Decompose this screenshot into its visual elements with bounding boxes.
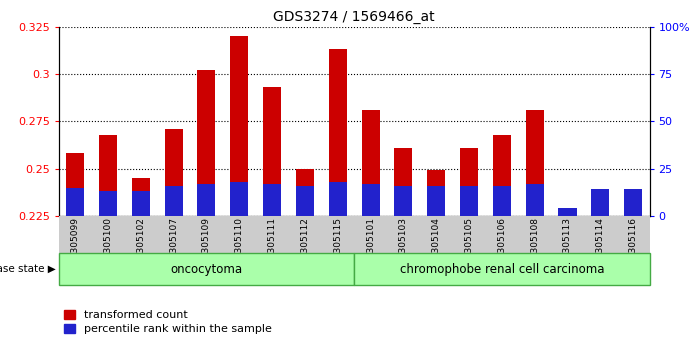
Bar bbox=[485, 216, 518, 253]
Bar bbox=[59, 253, 354, 285]
Text: GSM305102: GSM305102 bbox=[136, 217, 145, 272]
Bar bbox=[223, 216, 256, 253]
Bar bbox=[460, 148, 478, 216]
Bar bbox=[164, 185, 182, 216]
Bar bbox=[157, 216, 190, 253]
Bar bbox=[427, 185, 445, 216]
Bar bbox=[591, 189, 609, 216]
Bar bbox=[230, 182, 248, 216]
Bar bbox=[591, 191, 609, 216]
Text: GSM305100: GSM305100 bbox=[104, 217, 113, 272]
Text: GSM305107: GSM305107 bbox=[169, 217, 178, 272]
Bar bbox=[99, 191, 117, 216]
Bar bbox=[289, 216, 321, 253]
Bar bbox=[518, 216, 551, 253]
Bar bbox=[395, 148, 413, 216]
Bar bbox=[558, 210, 576, 216]
Text: GSM305114: GSM305114 bbox=[596, 217, 605, 272]
Bar bbox=[395, 185, 413, 216]
Bar bbox=[296, 169, 314, 216]
Text: GSM305104: GSM305104 bbox=[432, 217, 441, 272]
Bar bbox=[453, 216, 485, 253]
Text: GSM305105: GSM305105 bbox=[464, 217, 473, 272]
Bar bbox=[419, 216, 453, 253]
Bar bbox=[624, 193, 642, 216]
Bar bbox=[526, 184, 544, 216]
Bar bbox=[329, 182, 347, 216]
Bar bbox=[354, 216, 387, 253]
Bar bbox=[493, 135, 511, 216]
Bar bbox=[66, 153, 84, 216]
Bar bbox=[256, 216, 289, 253]
Text: GSM305113: GSM305113 bbox=[563, 217, 572, 272]
Text: GSM305109: GSM305109 bbox=[202, 217, 211, 272]
Bar bbox=[551, 216, 584, 253]
Text: GSM305110: GSM305110 bbox=[235, 217, 244, 272]
Text: GSM305112: GSM305112 bbox=[301, 217, 310, 272]
Bar bbox=[66, 188, 84, 216]
Bar bbox=[558, 209, 576, 216]
Text: GSM305116: GSM305116 bbox=[629, 217, 638, 272]
Legend: transformed count, percentile rank within the sample: transformed count, percentile rank withi… bbox=[64, 310, 272, 334]
Text: GSM305101: GSM305101 bbox=[366, 217, 375, 272]
Bar bbox=[361, 184, 379, 216]
Bar bbox=[526, 110, 544, 216]
Bar bbox=[387, 216, 419, 253]
Bar bbox=[124, 216, 158, 253]
Bar bbox=[493, 185, 511, 216]
Bar bbox=[624, 189, 642, 216]
Text: GSM305099: GSM305099 bbox=[70, 217, 79, 272]
Bar bbox=[190, 216, 223, 253]
Bar bbox=[132, 178, 150, 216]
Text: disease state ▶: disease state ▶ bbox=[0, 264, 55, 274]
Bar bbox=[132, 191, 150, 216]
Bar bbox=[263, 184, 281, 216]
Bar bbox=[427, 171, 445, 216]
Bar bbox=[263, 87, 281, 216]
Bar bbox=[460, 185, 478, 216]
Text: GSM305108: GSM305108 bbox=[530, 217, 539, 272]
Text: chromophobe renal cell carcinoma: chromophobe renal cell carcinoma bbox=[399, 263, 604, 275]
Bar bbox=[99, 135, 117, 216]
Text: GSM305106: GSM305106 bbox=[498, 217, 507, 272]
Bar bbox=[321, 216, 354, 253]
Bar bbox=[296, 185, 314, 216]
Bar bbox=[230, 36, 248, 216]
Bar bbox=[91, 216, 124, 253]
Bar bbox=[59, 216, 91, 253]
Bar bbox=[198, 70, 216, 216]
Text: GSM305115: GSM305115 bbox=[333, 217, 342, 272]
Text: GSM305111: GSM305111 bbox=[267, 217, 276, 272]
Bar bbox=[354, 253, 650, 285]
Bar bbox=[616, 216, 650, 253]
Bar bbox=[164, 129, 182, 216]
Title: GDS3274 / 1569466_at: GDS3274 / 1569466_at bbox=[274, 10, 435, 24]
Bar bbox=[198, 184, 216, 216]
Text: GSM305103: GSM305103 bbox=[399, 217, 408, 272]
Bar bbox=[584, 216, 616, 253]
Text: oncocytoma: oncocytoma bbox=[171, 263, 243, 275]
Bar bbox=[361, 110, 379, 216]
Bar bbox=[329, 49, 347, 216]
